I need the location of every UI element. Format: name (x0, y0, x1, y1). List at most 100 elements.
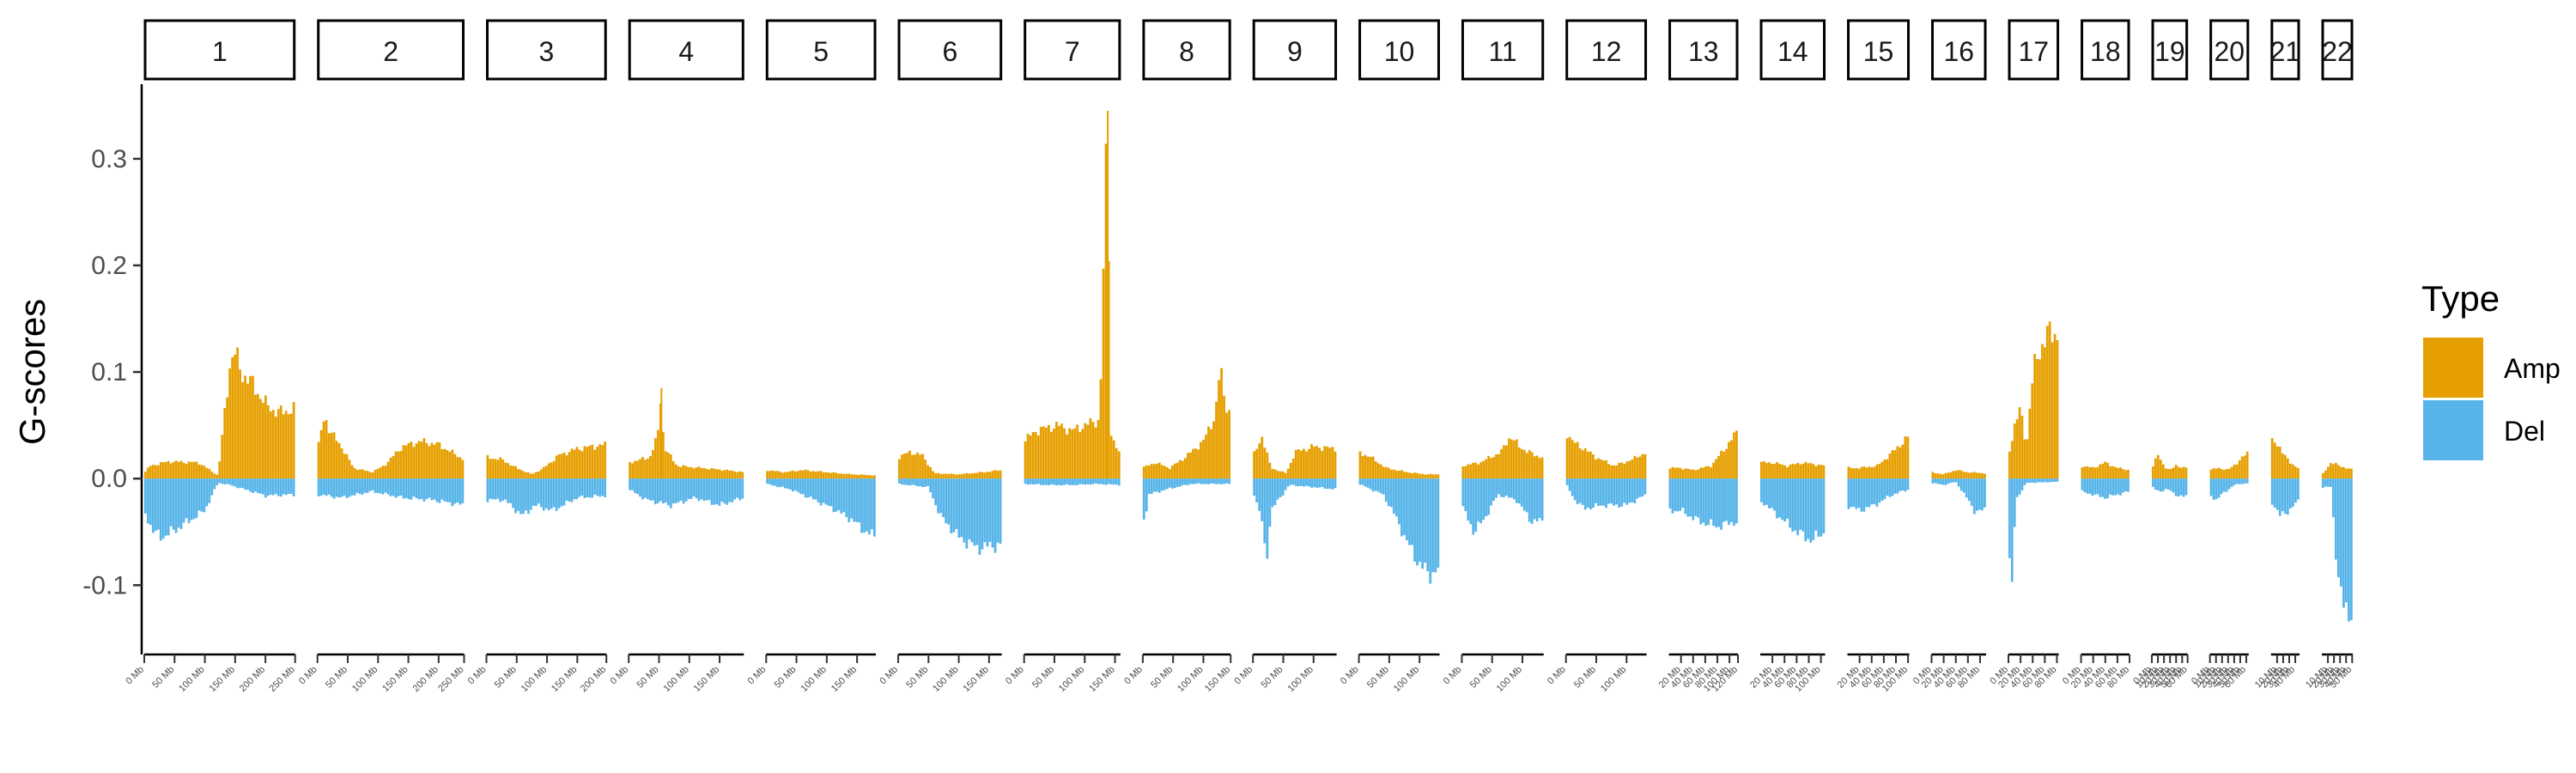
del-bar (588, 478, 592, 498)
del-bar (1053, 478, 1055, 485)
del-bar (1394, 478, 1398, 517)
amp-bar (2020, 416, 2024, 479)
amp-bar (1600, 459, 1602, 479)
amp-bar (1382, 466, 1385, 479)
amp-bar (1883, 459, 1886, 479)
amp-bar (1944, 472, 1947, 479)
amp-bar (1053, 429, 1055, 479)
facet-strip (1252, 19, 1338, 81)
del-bar (970, 478, 974, 543)
del-bar (2233, 478, 2236, 485)
legend-key-amp (2423, 338, 2483, 398)
amp-bar (1722, 451, 1725, 479)
del-bar (2050, 478, 2054, 482)
del-bar (1495, 478, 1498, 498)
del-bar (659, 478, 662, 502)
del-bar (397, 478, 400, 496)
del-bar (1733, 478, 1735, 526)
amp-bar (2243, 455, 2246, 479)
amp-bar (459, 457, 462, 479)
amp-peak (1107, 111, 1109, 479)
amp-bar (257, 393, 259, 479)
del-bar (1820, 478, 1823, 537)
del-bar (2119, 478, 2122, 496)
del-bar (661, 478, 665, 504)
del-bar (919, 478, 921, 487)
del-bar (249, 478, 252, 492)
del-bar (1464, 478, 1467, 511)
del-bar (169, 478, 173, 526)
amp-bar (1801, 463, 1805, 479)
del-bar (2275, 478, 2279, 510)
del-bar (379, 478, 382, 494)
del-bar (1369, 478, 1372, 490)
facet-strip (1358, 19, 1440, 81)
del-bar (978, 478, 981, 555)
amp-bar (1522, 449, 1526, 479)
del-bar (2240, 478, 2244, 484)
amp-bar (1768, 462, 1771, 479)
del-bar (776, 478, 779, 488)
del-bar (2033, 478, 2036, 484)
amp-bar (174, 460, 178, 479)
amp-bar (1962, 472, 1965, 479)
x-tick-label: 50 Mb (1365, 665, 1391, 691)
amp-bar (2159, 460, 2162, 479)
del-bar (1625, 478, 1629, 505)
del-bar (226, 478, 229, 484)
del-bar (366, 478, 369, 493)
del-bar (1962, 478, 1965, 493)
amp-bar (389, 457, 392, 479)
del-bar (596, 478, 599, 496)
del-bar (2243, 478, 2246, 484)
amp-bar (1464, 466, 1467, 479)
amp-bar (1959, 470, 1963, 479)
amp-bar (2156, 454, 2160, 479)
x-tick-label: 0 Mb (297, 665, 319, 687)
del-bar (1512, 478, 1516, 500)
del-bar (2028, 478, 2032, 484)
del-bar (276, 478, 280, 496)
del-bar (2093, 478, 2097, 495)
facet-strip-label: 1 (212, 36, 228, 67)
del-bar (2086, 478, 2089, 494)
del-bar (1530, 478, 1534, 525)
amp-bar (1429, 473, 1432, 479)
amp-bar (1485, 459, 1487, 479)
amp-bar (2217, 467, 2221, 479)
amp-bar (1255, 448, 1259, 479)
del-bar (228, 478, 232, 485)
amp-bar (1573, 442, 1577, 479)
del-bar (1024, 478, 1027, 484)
del-bar (1602, 478, 1605, 506)
del-bar (1538, 478, 1541, 519)
amp-bar (715, 469, 719, 479)
amp-bar (1733, 432, 1735, 479)
amp-bar (921, 453, 924, 479)
amp-bar (1880, 461, 1884, 479)
del-bar (1060, 478, 1063, 486)
del-bar (218, 478, 222, 484)
del-bar (1896, 478, 1899, 494)
del-bar (934, 478, 938, 506)
amp-bar (203, 466, 206, 479)
amp-bar (1975, 472, 1978, 479)
amp-bar (371, 472, 374, 479)
amp-bar (1886, 459, 1889, 479)
del-bar (952, 478, 956, 533)
del-bar (512, 478, 514, 508)
del-bar (718, 478, 721, 506)
del-bar (1194, 478, 1197, 484)
del-bar (1725, 478, 1728, 521)
x-tick-label: 50 Mb (1468, 665, 1494, 691)
amp-bar (195, 461, 198, 479)
amp-bar (1050, 431, 1053, 479)
amp-bar (363, 470, 367, 479)
del-bar (2293, 478, 2297, 503)
amp-bar (873, 475, 876, 479)
amp-bar (2096, 466, 2099, 479)
del-bar (1223, 478, 1225, 484)
amp-bar (164, 461, 167, 479)
amp-bar (866, 475, 868, 479)
del-bar (2215, 478, 2218, 500)
